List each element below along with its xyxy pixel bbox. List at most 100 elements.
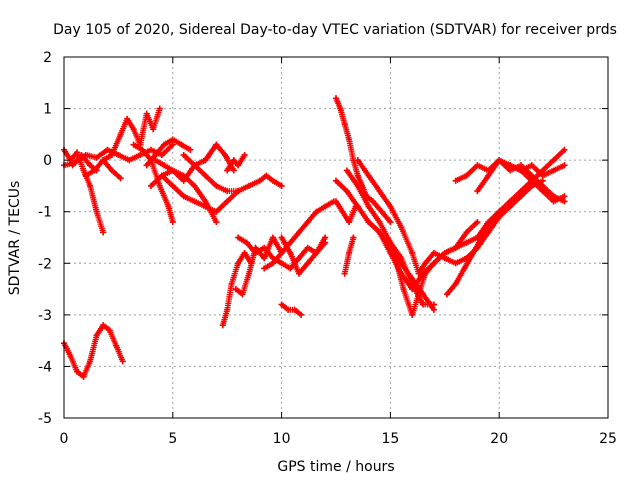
data-point bbox=[137, 151, 144, 158]
data-point bbox=[74, 149, 81, 156]
data-point bbox=[430, 306, 437, 313]
data-point bbox=[263, 172, 270, 179]
data-point bbox=[91, 167, 98, 174]
series-arc-32 bbox=[507, 162, 568, 205]
data-point bbox=[369, 198, 376, 205]
series-arc-15 bbox=[219, 249, 255, 329]
series-arc-12 bbox=[202, 141, 237, 174]
data-point bbox=[296, 270, 303, 277]
series-markers bbox=[232, 234, 285, 298]
data-point bbox=[261, 244, 268, 251]
y-tick-label: -3 bbox=[38, 308, 52, 324]
data-point bbox=[461, 265, 468, 272]
data-point bbox=[80, 167, 87, 174]
data-point bbox=[354, 157, 361, 164]
data-point bbox=[376, 229, 383, 236]
data-point bbox=[108, 151, 115, 158]
data-point bbox=[143, 162, 150, 169]
data-point bbox=[507, 203, 514, 210]
data-point bbox=[422, 270, 429, 277]
data-point bbox=[322, 203, 329, 210]
data-point bbox=[528, 172, 535, 179]
data-point bbox=[113, 342, 120, 349]
data-point bbox=[187, 146, 194, 153]
data-point bbox=[550, 167, 557, 174]
data-point bbox=[230, 167, 237, 174]
data-point bbox=[539, 182, 546, 189]
y-tick-label: -1 bbox=[38, 205, 52, 221]
data-point bbox=[261, 265, 268, 272]
data-point bbox=[452, 280, 459, 287]
data-point bbox=[158, 172, 165, 179]
data-point bbox=[376, 219, 383, 226]
series-markers bbox=[354, 157, 546, 277]
y-tick-label: -5 bbox=[38, 411, 52, 427]
data-point bbox=[415, 291, 422, 298]
data-point bbox=[378, 208, 385, 215]
data-point bbox=[337, 105, 344, 112]
data-point bbox=[528, 182, 535, 189]
data-point bbox=[478, 234, 485, 241]
data-point bbox=[130, 141, 137, 148]
data-point bbox=[178, 141, 185, 148]
data-point bbox=[517, 162, 524, 169]
data-point bbox=[517, 193, 524, 200]
data-point bbox=[93, 332, 100, 339]
data-point bbox=[224, 188, 231, 195]
data-point bbox=[517, 188, 524, 195]
data-point bbox=[287, 249, 294, 256]
data-point bbox=[387, 203, 394, 210]
data-point bbox=[143, 110, 150, 117]
data-point bbox=[528, 162, 535, 169]
data-point bbox=[346, 249, 353, 256]
series-layer bbox=[61, 95, 568, 380]
data-point bbox=[550, 198, 557, 205]
data-point bbox=[322, 234, 329, 241]
data-point bbox=[78, 151, 85, 158]
data-point bbox=[463, 239, 470, 246]
series-arc-9 bbox=[152, 157, 220, 226]
data-point bbox=[69, 162, 76, 169]
data-point bbox=[354, 172, 361, 179]
y-axis-label: SDTVAR / TECUs bbox=[7, 181, 23, 296]
data-point bbox=[474, 219, 481, 226]
data-point bbox=[269, 177, 276, 184]
data-point bbox=[463, 229, 470, 236]
data-point bbox=[139, 146, 146, 153]
data-point bbox=[106, 327, 113, 334]
data-point bbox=[213, 219, 220, 226]
data-point bbox=[393, 260, 400, 267]
y-tick-label: 2 bbox=[43, 50, 52, 66]
series-arc-14 bbox=[235, 172, 285, 195]
data-point bbox=[161, 162, 168, 169]
data-point bbox=[191, 162, 198, 169]
data-point bbox=[87, 182, 94, 189]
grid bbox=[64, 57, 608, 418]
data-point bbox=[87, 162, 94, 169]
data-point bbox=[117, 131, 124, 138]
data-point bbox=[93, 208, 100, 215]
data-point bbox=[528, 177, 535, 184]
data-point bbox=[241, 249, 248, 256]
data-point bbox=[156, 105, 163, 112]
y-tick-label: 1 bbox=[43, 102, 52, 118]
data-point bbox=[343, 188, 350, 195]
series-markers bbox=[202, 141, 237, 174]
data-point bbox=[87, 358, 94, 365]
series-arc-22 bbox=[333, 95, 394, 226]
data-point bbox=[539, 177, 546, 184]
data-point bbox=[161, 141, 168, 148]
data-point bbox=[202, 198, 209, 205]
series-arc-25 bbox=[354, 157, 546, 277]
data-point bbox=[561, 193, 568, 200]
data-point bbox=[304, 219, 311, 226]
data-point bbox=[365, 172, 372, 179]
data-point bbox=[441, 255, 448, 262]
data-point bbox=[296, 255, 303, 262]
data-point bbox=[104, 146, 111, 153]
series-arc-20 bbox=[278, 301, 305, 318]
data-point bbox=[169, 182, 176, 189]
data-point bbox=[261, 255, 268, 262]
data-point bbox=[222, 151, 229, 158]
data-point bbox=[296, 229, 303, 236]
